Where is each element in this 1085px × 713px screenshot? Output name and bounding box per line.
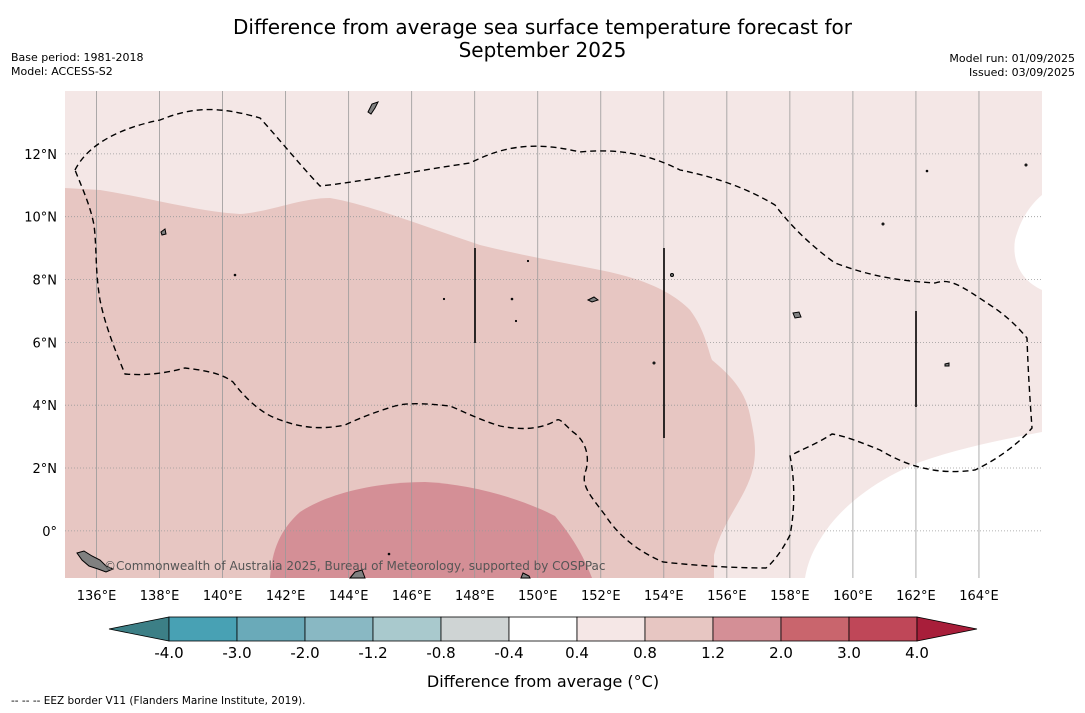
latitude-tick-label: 8°N: [33, 274, 58, 289]
colorbar-swatch: [236, 616, 306, 642]
islet: [881, 222, 885, 226]
longitude-tick-label: 164°E: [959, 589, 999, 604]
longitude-tick-label: 136°E: [77, 589, 117, 604]
colorbar-tick-label: 0.8: [633, 644, 657, 662]
longitude-tick-label: 160°E: [833, 589, 873, 604]
colorbar-swatch: [712, 616, 782, 642]
latitude-tick-label: 12°N: [24, 148, 57, 163]
map-title-line2: September 2025: [458, 38, 627, 62]
colorbar-tick-label: -3.0: [222, 644, 251, 662]
colorbar-swatch: [644, 616, 714, 642]
islet: [387, 552, 391, 556]
latitude-tick-label: 2°N: [33, 462, 58, 477]
island-yap: [160, 228, 167, 236]
map-title-line1: Difference from average sea surface temp…: [232, 15, 852, 39]
longitude-tick-label: 138°E: [140, 589, 180, 604]
colorbar-tick-label: 4.0: [905, 644, 929, 662]
colorbar-swatch: [440, 616, 510, 642]
base-period: Base period: 1981-2018: [11, 51, 144, 64]
colorbar-label: Difference from average (°C): [427, 672, 659, 691]
land-masses: [76, 101, 1028, 579]
colorbar-tick-label: -4.0: [154, 644, 183, 662]
longitude-tick-label: 142°E: [266, 589, 306, 604]
copyright-text: ©Commonwealth of Australia 2025, Bureau …: [104, 559, 606, 573]
colorbar-swatch: [508, 616, 578, 642]
longitude-tick-label: 140°E: [203, 589, 243, 604]
latitude-tick-label: 6°N: [33, 336, 58, 351]
colorbar-over-extension: [916, 616, 978, 642]
latitude-tick-labels: 0° 2°N 4°N 6°N 8°N 10°N 12°N: [24, 148, 57, 540]
gridlines: [65, 91, 1042, 578]
longitude-tick-label: 144°E: [329, 589, 369, 604]
anomaly-band-near-zero-southeast: [805, 432, 1042, 578]
colorbar-swatch: [848, 616, 918, 642]
latitude-tick-label: 0°: [42, 525, 57, 540]
colorbar-swatch: [372, 616, 442, 642]
longitude-tick-label: 162°E: [896, 589, 936, 604]
eez-borders: [74, 108, 1033, 569]
islet: [652, 361, 656, 365]
island-kosrae: [944, 362, 950, 367]
anomaly-band-1-2-2-0: [270, 482, 592, 578]
islet: [233, 273, 237, 277]
eez-legend-note: -- -- -- EEZ border V11 (Flanders Marine…: [11, 695, 306, 707]
colorbar-tick-label: 2.0: [769, 644, 793, 662]
longitude-tick-label: 148°E: [455, 589, 495, 604]
issued-date: Issued: 03/09/2025: [968, 66, 1075, 79]
longitude-tick-label: 150°E: [518, 589, 558, 604]
colorbar-tick-label: -2.0: [290, 644, 319, 662]
islet: [510, 297, 514, 301]
island-guam-region: [367, 101, 379, 115]
longitude-tick-label: 156°E: [707, 589, 747, 604]
longitude-tick-label: 154°E: [644, 589, 684, 604]
islet: [514, 319, 518, 323]
longitude-tick-label: 158°E: [770, 589, 810, 604]
island-palau: [76, 550, 115, 573]
island-pohnpei: [792, 311, 802, 319]
islet: [1024, 163, 1028, 167]
islet: [526, 259, 530, 263]
islet: [670, 273, 674, 277]
colorbar-tick-labels: -4.0 -3.0 -2.0 -1.2 -0.8 -0.4 0.4 0.8 1.2 2.0 3.0 4…: [154, 644, 929, 662]
islet: [925, 169, 929, 173]
meta-left: Base period: 1981-2018 Model: ACCESS-S2: [11, 51, 143, 79]
longitude-tick-label: 146°E: [392, 589, 432, 604]
eez-border-palau-fsm: [74, 108, 1033, 569]
colorbar-swatch: [576, 616, 646, 642]
eez-solid-segments: [474, 248, 917, 438]
anomaly-band-near-zero-east: [1014, 195, 1042, 290]
colorbar-tick-label: 0.4: [565, 644, 589, 662]
model-name: Model: ACCESS-S2: [11, 65, 113, 78]
longitude-tick-labels: 136°E 138°E 140°E 142°E 144°E 146°E 148°E 150°E…: [77, 589, 999, 604]
colorbar-tick-label: -0.8: [426, 644, 455, 662]
colorbar-swatch: [780, 616, 850, 642]
meta-right: Model run: 01/09/2025 Issued: 03/09/2025: [949, 52, 1075, 80]
colorbar-under-extension: [108, 616, 170, 642]
islet: [442, 297, 446, 301]
latitude-tick-label: 4°N: [33, 399, 58, 414]
longitude-tick-label: 152°E: [581, 589, 621, 604]
anomaly-band-0-8-1-2: [65, 188, 755, 578]
island-chuuk: [586, 296, 600, 303]
island-manus: [348, 569, 366, 579]
model-run: Model run: 01/09/2025: [949, 52, 1075, 65]
colorbar-tick-label: 1.2: [701, 644, 725, 662]
colorbar-tick-label: -0.4: [494, 644, 523, 662]
colorbar: [108, 616, 978, 642]
colorbar-swatch: [168, 616, 238, 642]
colorbar-tick-label: 3.0: [837, 644, 861, 662]
colorbar-tick-label: -1.2: [358, 644, 387, 662]
colorbar-swatch: [304, 616, 374, 642]
latitude-tick-label: 10°N: [24, 211, 57, 226]
anomaly-field: [65, 91, 1042, 578]
island-png-north: [520, 572, 531, 579]
